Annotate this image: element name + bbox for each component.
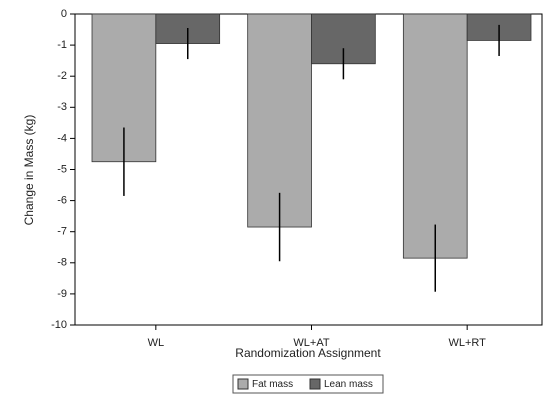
bar <box>402 13 468 259</box>
legend-swatch <box>309 378 321 390</box>
bar <box>247 13 312 228</box>
y-tick-label: -1 <box>57 39 67 51</box>
y-tick-label: -9 <box>57 288 67 300</box>
x-tick-label: WL+RT <box>448 337 486 349</box>
y-tick-label: -7 <box>57 226 67 238</box>
legend-box <box>232 374 384 394</box>
x-tick-label: WL+AT <box>293 337 329 349</box>
legend-swatch <box>237 378 249 390</box>
x-axis-label: Randomization Assignment <box>235 346 381 360</box>
y-tick-label: -2 <box>57 70 67 82</box>
y-tick-label: -5 <box>57 163 67 175</box>
y-tick-label: 0 <box>61 8 67 20</box>
y-tick-label: -6 <box>57 195 67 207</box>
y-tick-label: -4 <box>57 132 67 144</box>
legend-label: Lean mass <box>324 379 373 390</box>
y-tick-label: -10 <box>51 319 67 331</box>
x-tick-label: WL <box>148 337 165 349</box>
y-tick-label: -3 <box>57 101 67 113</box>
y-axis-label: Change in Mass (kg) <box>22 115 36 226</box>
legend-label: Fat mass <box>252 379 293 390</box>
y-tick-label: -8 <box>57 257 67 269</box>
